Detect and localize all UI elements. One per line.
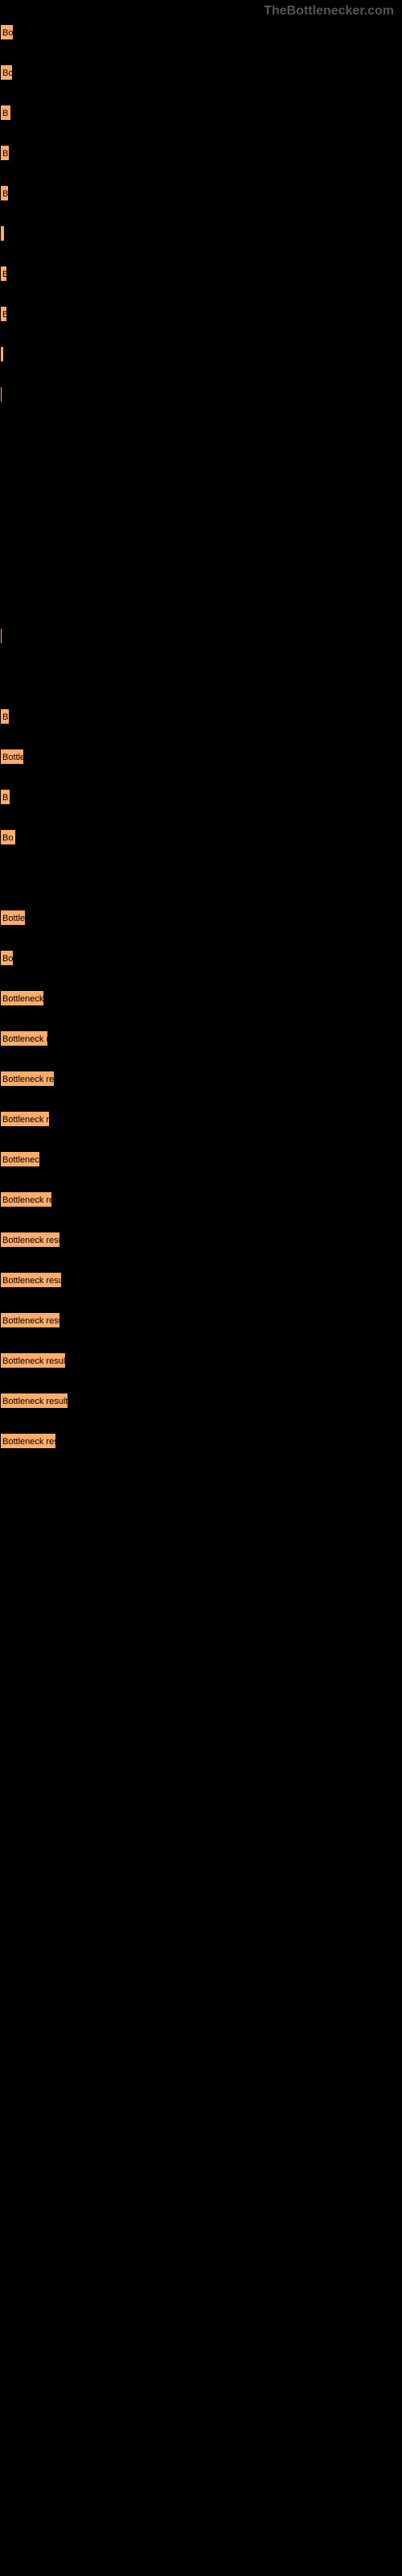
bar-label: Bo bbox=[1, 951, 13, 966]
bar-label: B bbox=[1, 186, 8, 201]
bar-label: Bottleneck resu bbox=[1, 1313, 59, 1328]
bar-row: B bbox=[0, 306, 402, 322]
bar-row bbox=[0, 225, 402, 242]
bar: Bottleneck res bbox=[0, 1433, 56, 1449]
bar: B bbox=[0, 185, 9, 201]
bar-row: Bo bbox=[0, 950, 402, 966]
bar: Bo bbox=[0, 24, 14, 40]
bar-chart: Bo Bo B B B B B B Bottle B Bo Bottle Bo Bottleneck Bot… bbox=[0, 0, 402, 1449]
bar-row: Bottleneck resu bbox=[0, 1232, 402, 1248]
bar-row: Bottleneck resu bbox=[0, 1312, 402, 1328]
bar-row: B bbox=[0, 789, 402, 805]
bar-label: B bbox=[1, 146, 9, 161]
bar-label: B bbox=[1, 790, 10, 805]
bar-label: Bottleneck bbox=[1, 991, 43, 1006]
bar-label: Bottle bbox=[1, 910, 25, 926]
bar: B bbox=[0, 306, 7, 322]
bar: B bbox=[0, 789, 10, 805]
bar: Bottle bbox=[0, 749, 24, 765]
bar: Bottleneck re bbox=[0, 1191, 52, 1208]
bar: Bottleneck bbox=[0, 990, 44, 1006]
bar bbox=[0, 386, 2, 402]
bar: Bottleneck r bbox=[0, 1030, 48, 1046]
bar: B bbox=[0, 105, 11, 121]
bar-row: B bbox=[0, 145, 402, 161]
bar-label: Bottleneck res bbox=[1, 1434, 55, 1449]
bar: Bottlenec bbox=[0, 1151, 40, 1167]
bar: Bottleneck resu bbox=[0, 1272, 62, 1288]
bar: B bbox=[0, 266, 7, 282]
bar-row: B bbox=[0, 708, 402, 724]
bar-row: B bbox=[0, 185, 402, 201]
bar-row: Bottleneck result bbox=[0, 1393, 402, 1409]
bar: Bottleneck result bbox=[0, 1393, 68, 1409]
bar-row: Bo bbox=[0, 829, 402, 845]
bar-label: B bbox=[1, 307, 6, 322]
bar-label: B bbox=[1, 266, 6, 282]
bar-row: Bottlenec bbox=[0, 1151, 402, 1167]
bar-label: Bottleneck res bbox=[1, 1071, 54, 1087]
bar-row bbox=[0, 467, 402, 483]
bar bbox=[0, 628, 2, 644]
bar-row: Bo bbox=[0, 24, 402, 40]
bar-row bbox=[0, 507, 402, 523]
bar: Bo bbox=[0, 829, 16, 845]
bar-row bbox=[0, 427, 402, 443]
bar-row: Bottleneck res bbox=[0, 1433, 402, 1449]
bar: Bottleneck r bbox=[0, 1111, 50, 1127]
bar-row bbox=[0, 386, 402, 402]
bar bbox=[0, 346, 4, 362]
bar: Bo bbox=[0, 950, 14, 966]
bar: Bottleneck resu bbox=[0, 1232, 60, 1248]
bar-row: Bottleneck re bbox=[0, 1191, 402, 1208]
bar-row bbox=[0, 869, 402, 886]
bar-label: Bottleneck result bbox=[1, 1353, 65, 1368]
bar-row bbox=[0, 668, 402, 684]
bar-label: Bottleneck resu bbox=[1, 1232, 59, 1248]
bar-row bbox=[0, 346, 402, 362]
bar-row bbox=[0, 628, 402, 644]
bar: Bottleneck res bbox=[0, 1071, 55, 1087]
bar: Bottle bbox=[0, 910, 26, 926]
bar-row bbox=[0, 588, 402, 604]
bar-label: Bottleneck r bbox=[1, 1031, 47, 1046]
bar-label: Bo bbox=[1, 65, 12, 80]
bar-row: Bottleneck bbox=[0, 990, 402, 1006]
bar-label: Bottlenec bbox=[1, 1152, 39, 1167]
bar: Bottleneck result bbox=[0, 1352, 66, 1368]
bar-row: Bottle bbox=[0, 749, 402, 765]
bar-row: B bbox=[0, 266, 402, 282]
bar: Bo bbox=[0, 64, 13, 80]
bar-row: Bottleneck res bbox=[0, 1071, 402, 1087]
bar-row: Bottle bbox=[0, 910, 402, 926]
bar-label: Bo bbox=[1, 830, 15, 845]
bar-row bbox=[0, 547, 402, 564]
bar-row: Bo bbox=[0, 64, 402, 80]
bar bbox=[0, 225, 5, 242]
bar-row: Bottleneck result bbox=[0, 1352, 402, 1368]
bar-label: Bottleneck r bbox=[1, 1112, 49, 1127]
bar-label: B bbox=[1, 709, 9, 724]
bar: B bbox=[0, 145, 10, 161]
bar-row: Bottleneck resu bbox=[0, 1272, 402, 1288]
bar-row: B bbox=[0, 105, 402, 121]
bar-label: B bbox=[1, 105, 10, 121]
bar-label: Bo bbox=[1, 25, 13, 40]
bar-row: Bottleneck r bbox=[0, 1111, 402, 1127]
bar: Bottleneck resu bbox=[0, 1312, 60, 1328]
bar: B bbox=[0, 708, 10, 724]
bar-label: Bottleneck result bbox=[1, 1393, 68, 1409]
bar-label: Bottleneck resu bbox=[1, 1273, 61, 1288]
bar-label: Bottle bbox=[1, 749, 23, 765]
bar-label: Bottleneck re bbox=[1, 1192, 51, 1208]
bar-row: Bottleneck r bbox=[0, 1030, 402, 1046]
